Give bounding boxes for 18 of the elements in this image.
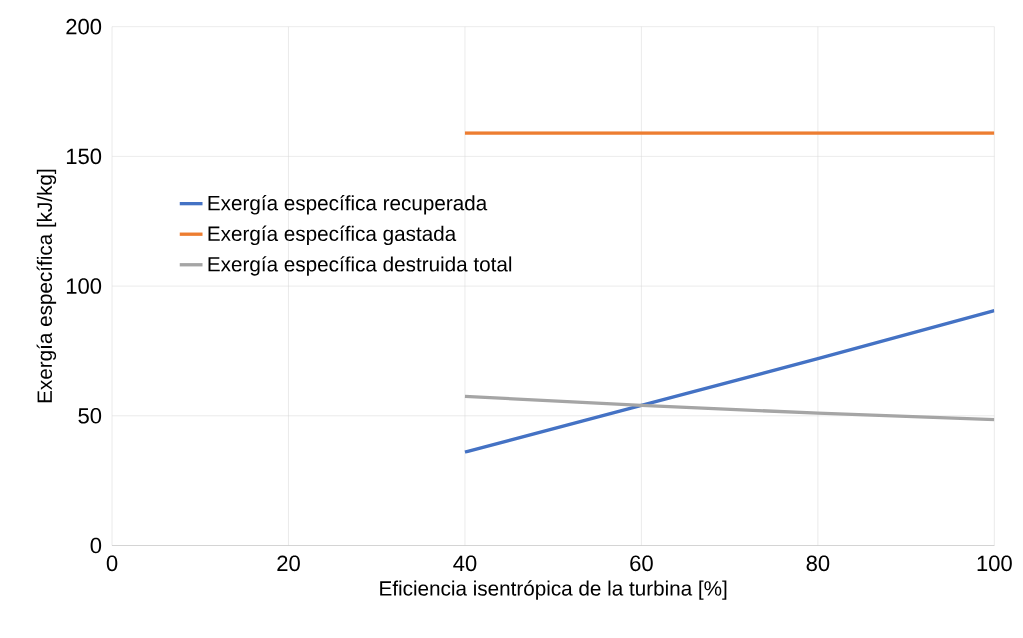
line-series [463,309,995,455]
y-tick-label: 200 [66,19,102,35]
x-axis-title: Eficiencia isentrópica de la turbina [%] [380,580,727,601]
x-tick-label: 20 [277,555,300,572]
x-tick-label: 80 [806,555,830,572]
y-tick-label: 100 [66,278,102,295]
y-axis-title: Exergía específica [kJ/kg] [36,170,57,403]
x-tick-label: 40 [453,555,477,572]
legend-label: Exergía específica gastada [208,225,457,246]
legend-label: Exergía específica recuperada [208,195,488,215]
line-series [463,394,995,422]
y-tick-label: 50 [78,408,102,424]
legend-label: Exergía específica destruida total [208,256,512,276]
x-tick-label: 100 [977,555,1012,572]
y-tick-label: 0 [90,537,102,554]
x-tick-label: 0 [106,555,118,572]
y-tick-label: 150 [66,148,102,165]
x-tick-label: 60 [630,555,653,572]
